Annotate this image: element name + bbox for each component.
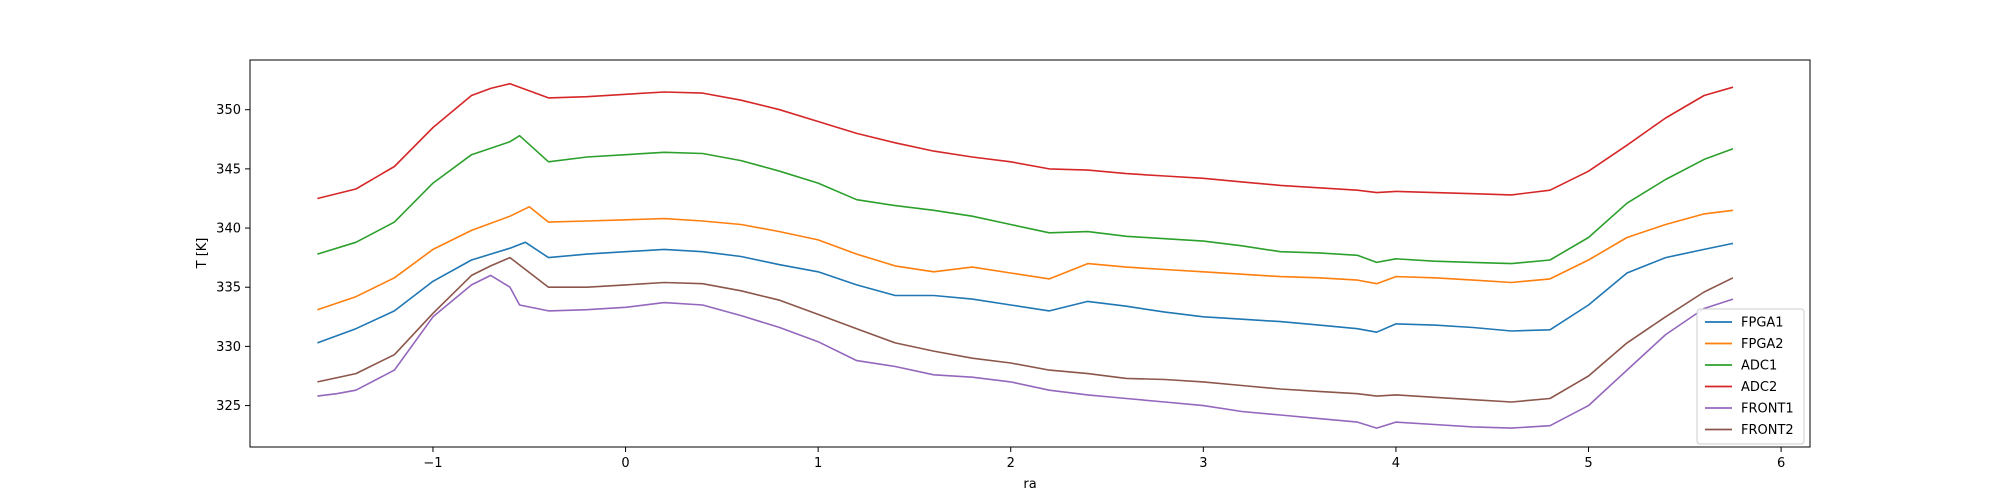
legend-label-front2: FRONT2 xyxy=(1741,423,1794,438)
y-tick-label: 350 xyxy=(216,103,241,118)
legend-label-adc2: ADC2 xyxy=(1741,380,1777,395)
y-tick-label: 335 xyxy=(216,281,241,296)
y-tick-label: 330 xyxy=(216,340,241,355)
series-line-fpga1 xyxy=(317,241,1734,344)
legend-label-fpga2: FPGA2 xyxy=(1741,337,1784,352)
x-tick-label: 5 xyxy=(1584,456,1592,471)
legend-label-front1: FRONT1 xyxy=(1741,402,1794,417)
x-tick-label: 6 xyxy=(1777,456,1785,471)
series-line-adc1 xyxy=(317,134,1734,265)
x-tick-label: 3 xyxy=(1199,456,1207,471)
x-tick-label: 1 xyxy=(814,456,822,471)
legend: FPGA1 FPGA2 ADC1 ADC2 FRONT1 FRONT2 xyxy=(1696,308,1805,445)
legend-label-fpga1: FPGA1 xyxy=(1741,316,1784,331)
series-line-front2 xyxy=(317,256,1734,403)
plot-frame xyxy=(249,59,1811,448)
x-tick-label: 4 xyxy=(1392,456,1400,471)
y-axis: 325 330 335 340 345 350 xyxy=(216,103,250,414)
x-tick-label: −1 xyxy=(423,456,442,471)
series-line-fpga2 xyxy=(317,206,1734,311)
series-line-front1 xyxy=(317,274,1734,429)
series-layer xyxy=(317,82,1734,429)
plot-background xyxy=(250,60,1810,447)
x-axis: −1 0 1 2 3 4 5 6 xyxy=(423,447,1785,471)
y-tick-label: 325 xyxy=(216,399,241,414)
x-tick-label: 2 xyxy=(1007,456,1015,471)
y-axis-label: T [K] xyxy=(195,238,210,270)
y-tick-label: 345 xyxy=(216,162,241,177)
legend-label-adc1: ADC1 xyxy=(1741,359,1777,374)
x-tick-label: 0 xyxy=(621,456,629,471)
y-tick-label: 340 xyxy=(216,222,241,237)
x-axis-label: ra xyxy=(1023,477,1036,492)
series-line-adc2 xyxy=(317,82,1734,200)
